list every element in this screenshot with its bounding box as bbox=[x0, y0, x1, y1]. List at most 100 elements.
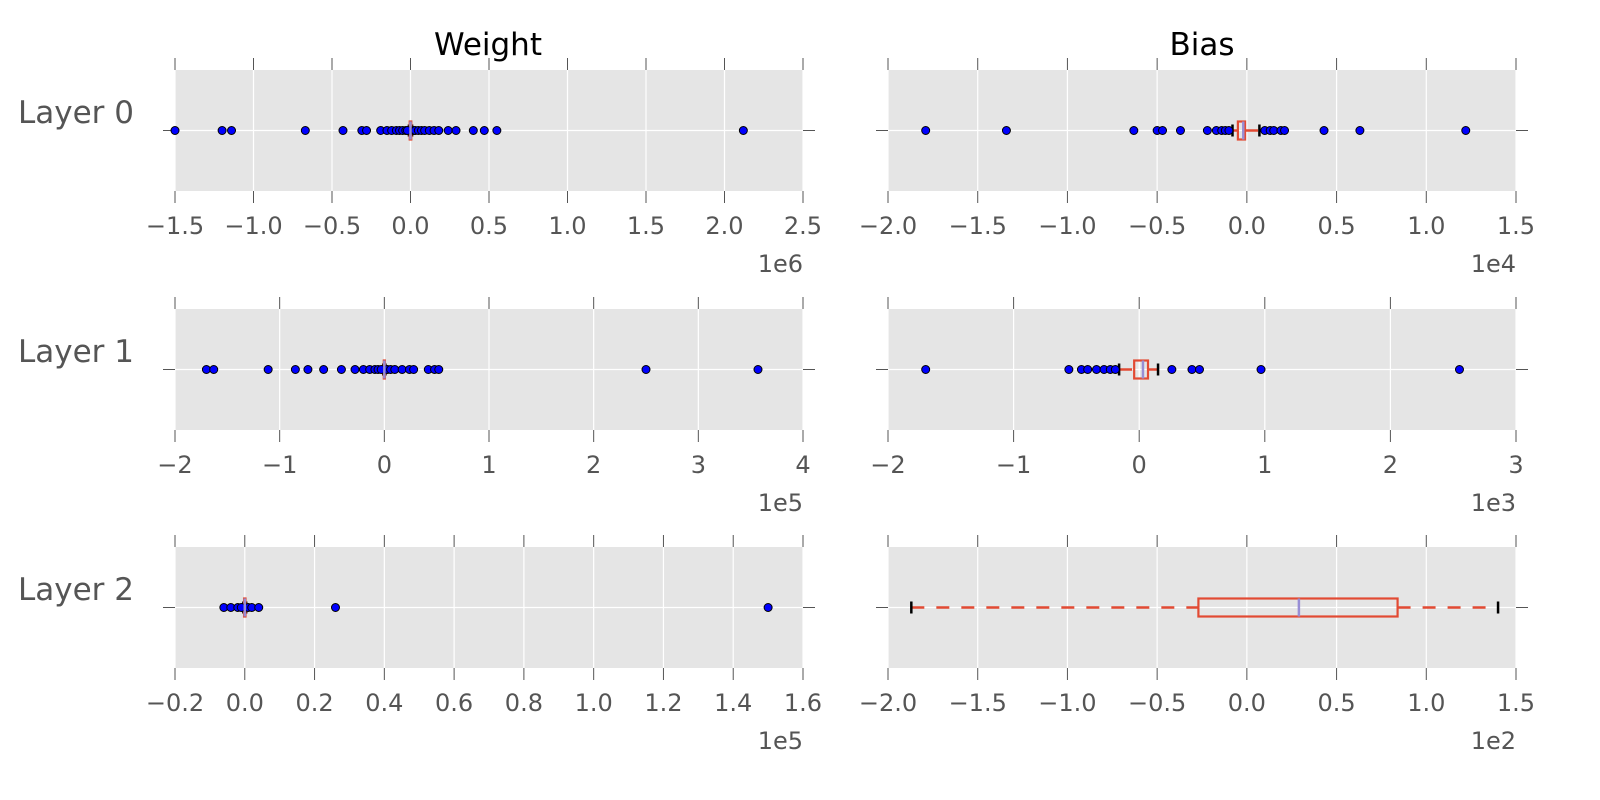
tick-label: −2.0 bbox=[859, 689, 917, 717]
flier-point bbox=[921, 126, 931, 135]
axis-offset-label: 1e6 bbox=[758, 250, 803, 278]
column-title-weight: Weight bbox=[434, 27, 542, 63]
flier-point bbox=[492, 126, 502, 135]
row-label-layer-0: Layer 0 bbox=[18, 95, 134, 131]
panel-bias-layer-1: −2 −1 0 1 2 3 1e3 bbox=[870, 297, 1528, 517]
flier-point bbox=[362, 126, 372, 135]
flier-point bbox=[263, 365, 273, 374]
tick-label: 0.5 bbox=[1317, 689, 1355, 717]
tick-label: 0.0 bbox=[1228, 212, 1266, 240]
tick-label: 0.4 bbox=[365, 689, 403, 717]
flier-point bbox=[1129, 126, 1139, 135]
tick-label: 0.0 bbox=[226, 689, 264, 717]
flier-point bbox=[1224, 126, 1234, 135]
flier-point bbox=[443, 126, 453, 135]
flier-point bbox=[217, 126, 227, 135]
flier-point bbox=[1355, 126, 1365, 135]
flier-point bbox=[397, 365, 407, 374]
tick-label: 2.5 bbox=[784, 212, 822, 240]
tick-label: 1.0 bbox=[1407, 212, 1445, 240]
tick-label: −0.5 bbox=[1128, 689, 1186, 717]
tick-label: −0.5 bbox=[303, 212, 361, 240]
tick-label: −0.5 bbox=[1128, 212, 1186, 240]
panel-weight-layer-2: −0.2 0.0 0.2 0.4 0.6 0.8 1.0 1.2 1.4 1.6 1e5 bbox=[146, 535, 822, 755]
flier-point bbox=[1256, 365, 1266, 374]
flier-point bbox=[227, 126, 237, 135]
flier-point bbox=[1158, 126, 1168, 135]
flier-point bbox=[738, 126, 748, 135]
box-iqr bbox=[1133, 359, 1150, 380]
tick-label: −1.5 bbox=[949, 689, 1007, 717]
tick-label: 1.0 bbox=[1407, 689, 1445, 717]
axis-offset-label: 1e3 bbox=[1471, 489, 1516, 517]
flier-point bbox=[1319, 126, 1329, 135]
box-iqr bbox=[1236, 120, 1247, 141]
tick-label: −1.0 bbox=[1038, 689, 1096, 717]
tick-label: 0 bbox=[377, 451, 392, 479]
flier-point bbox=[468, 126, 478, 135]
flier-point bbox=[1167, 365, 1177, 374]
tick-label: 1.2 bbox=[644, 689, 682, 717]
tick-label: 1.5 bbox=[1497, 212, 1535, 240]
flier-point bbox=[170, 126, 180, 135]
flier-point bbox=[921, 365, 931, 374]
flier-point bbox=[303, 365, 313, 374]
panel-weight-layer-1: −2 −1 0 1 2 3 4 1e5 bbox=[157, 297, 815, 517]
tick-label: 1.4 bbox=[714, 689, 752, 717]
flier-point bbox=[319, 365, 329, 374]
tick-label: 0.5 bbox=[1317, 212, 1355, 240]
flier-point bbox=[1187, 365, 1197, 374]
flier-point bbox=[1461, 126, 1471, 135]
tick-label: −1.5 bbox=[146, 212, 204, 240]
panel-bias-layer-0: −2.0 −1.5 −1.0 −0.5 0.0 0.5 1.0 1.5 1e4 bbox=[859, 58, 1535, 278]
column-title-bias: Bias bbox=[1169, 27, 1234, 63]
flier-point bbox=[1110, 365, 1120, 374]
flier-point bbox=[300, 126, 310, 135]
flier-point bbox=[1064, 365, 1074, 374]
tick-label: 3 bbox=[691, 451, 706, 479]
flier-point bbox=[338, 126, 348, 135]
flier-point bbox=[1280, 126, 1290, 135]
tick-label: 0.0 bbox=[1228, 689, 1266, 717]
flier-point bbox=[409, 365, 419, 374]
tick-label: −0.2 bbox=[146, 689, 204, 717]
tick-label: 1.5 bbox=[1497, 689, 1535, 717]
flier-point bbox=[390, 365, 400, 374]
row-label-layer-2: Layer 2 bbox=[18, 572, 134, 608]
tick-label: 3 bbox=[1508, 451, 1523, 479]
panel-weight-layer-0: −1.5 −1.0 −0.5 0.0 0.5 1.0 1.5 2.0 2.5 1e6 bbox=[146, 58, 822, 278]
flier-point bbox=[330, 603, 340, 612]
tick-label: −2 bbox=[157, 451, 192, 479]
flier-point bbox=[1202, 126, 1212, 135]
axis-offset-label: 1e2 bbox=[1471, 727, 1516, 755]
axis-offset-label: 1e4 bbox=[1471, 250, 1516, 278]
tick-label: 4 bbox=[795, 451, 810, 479]
tick-label: 1.6 bbox=[784, 689, 822, 717]
row-label-layer-1: Layer 1 bbox=[18, 334, 134, 370]
tick-label: 1 bbox=[481, 451, 496, 479]
tick-label: 0.8 bbox=[505, 689, 543, 717]
flier-point bbox=[254, 603, 264, 612]
tick-label: −1.0 bbox=[1038, 212, 1096, 240]
flier-point bbox=[753, 365, 763, 374]
tick-label: −2 bbox=[870, 451, 905, 479]
flier-point bbox=[1001, 126, 1011, 135]
tick-label: 1.0 bbox=[575, 689, 613, 717]
panels-group: −1.5 −1.0 −0.5 0.0 0.5 1.0 1.5 2.0 2.5 1e6 −2.0 −1.… bbox=[146, 58, 1535, 755]
tick-label: 0 bbox=[1132, 451, 1147, 479]
tick-label: 2 bbox=[1383, 451, 1398, 479]
flier-point bbox=[479, 126, 489, 135]
flier-point bbox=[1175, 126, 1185, 135]
flier-point bbox=[434, 126, 444, 135]
flier-point bbox=[451, 126, 461, 135]
tick-label: 1 bbox=[1257, 451, 1272, 479]
tick-label: 2.0 bbox=[705, 212, 743, 240]
flier-point bbox=[350, 365, 360, 374]
flier-point bbox=[290, 365, 300, 374]
tick-label: 1.0 bbox=[548, 212, 586, 240]
tick-label: −1 bbox=[262, 451, 297, 479]
flier-point bbox=[1083, 365, 1093, 374]
tick-label: 0.5 bbox=[470, 212, 508, 240]
flier-point bbox=[336, 365, 346, 374]
